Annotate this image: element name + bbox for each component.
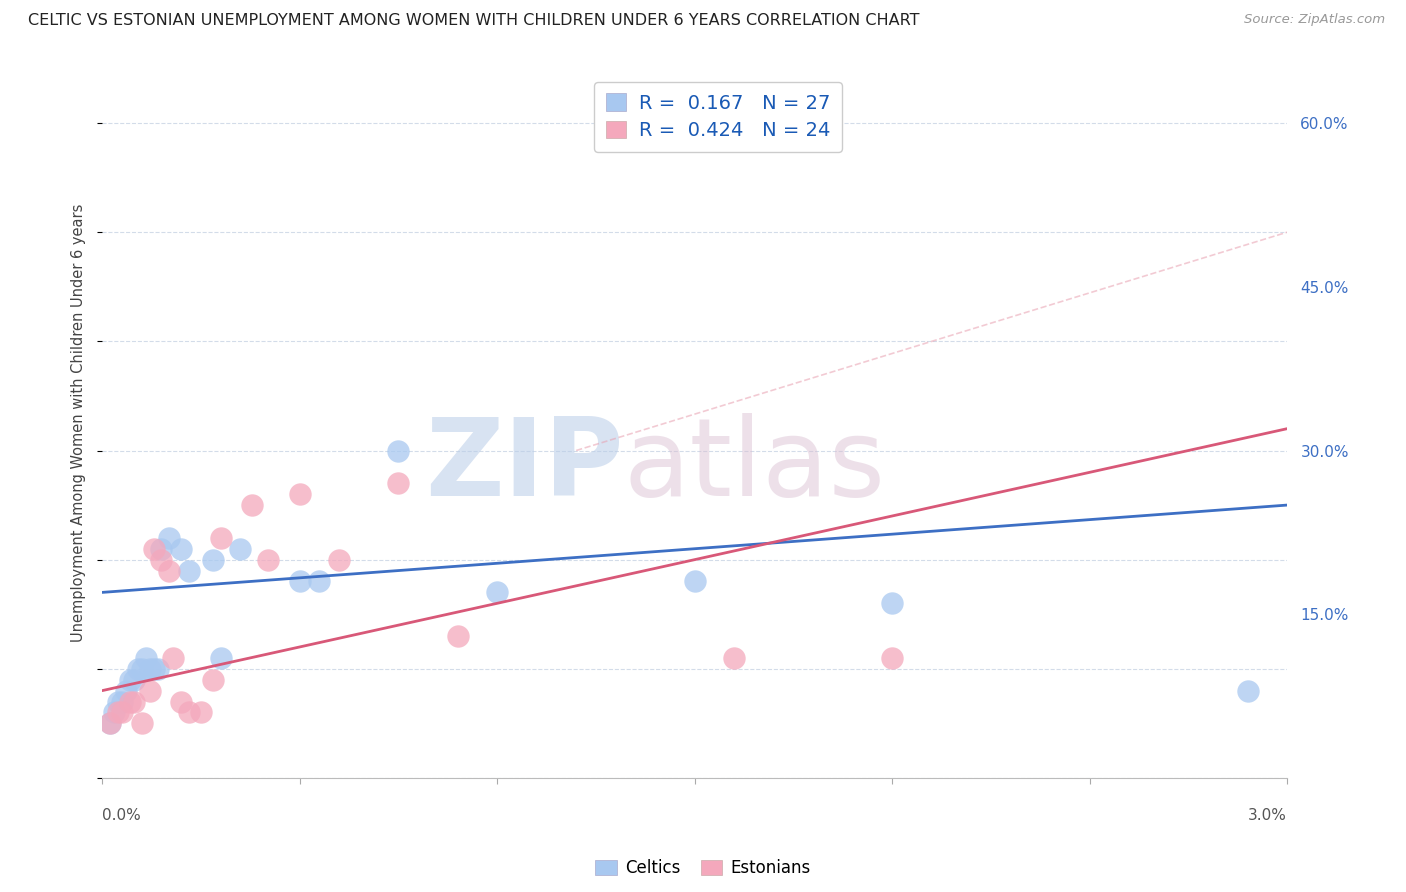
Y-axis label: Unemployment Among Women with Children Under 6 years: Unemployment Among Women with Children U… [72, 204, 86, 642]
Point [103, 706, 125, 720]
Text: 3.0%: 3.0% [1249, 808, 1286, 823]
Point [209, 651, 232, 665]
Point [115, 683, 138, 698]
Point [118, 673, 141, 687]
Point [288, 574, 311, 589]
Point [131, 662, 153, 676]
Point [447, 629, 470, 643]
Point [122, 694, 145, 708]
Point [177, 564, 200, 578]
Point [157, 531, 180, 545]
Point [118, 694, 141, 708]
Point [308, 574, 330, 589]
Point [150, 552, 173, 566]
Point [107, 694, 129, 708]
Point [387, 476, 409, 491]
Point [201, 552, 224, 566]
Point [138, 683, 160, 698]
Point [127, 662, 149, 676]
Point [98, 716, 121, 731]
Point [257, 552, 280, 566]
Point [138, 662, 160, 676]
Point [486, 585, 509, 599]
Point [882, 596, 904, 610]
Point [135, 651, 157, 665]
Point [201, 673, 224, 687]
Point [111, 706, 134, 720]
Point [209, 531, 232, 545]
Point [170, 541, 193, 556]
Point [98, 716, 121, 731]
Point [387, 443, 409, 458]
Text: 0.0%: 0.0% [103, 808, 141, 823]
Point [190, 706, 212, 720]
Point [723, 651, 745, 665]
Point [1236, 683, 1258, 698]
Point [288, 487, 311, 501]
Text: CELTIC VS ESTONIAN UNEMPLOYMENT AMONG WOMEN WITH CHILDREN UNDER 6 YEARS CORRELAT: CELTIC VS ESTONIAN UNEMPLOYMENT AMONG WO… [28, 13, 920, 29]
Point [122, 673, 145, 687]
Text: atlas: atlas [624, 413, 886, 519]
Point [131, 716, 153, 731]
Point [240, 498, 263, 512]
Point [107, 706, 129, 720]
Point [328, 552, 350, 566]
Point [111, 694, 134, 708]
Point [150, 541, 173, 556]
Point [229, 541, 252, 556]
Point [162, 651, 184, 665]
Point [683, 574, 706, 589]
Point [142, 662, 165, 676]
Point [177, 706, 200, 720]
Text: ZIP: ZIP [425, 413, 624, 519]
Point [882, 651, 904, 665]
Point [170, 694, 193, 708]
Point [146, 662, 169, 676]
Point [157, 564, 180, 578]
Text: Source: ZipAtlas.com: Source: ZipAtlas.com [1244, 13, 1385, 27]
Legend: Celtics, Estonians: Celtics, Estonians [589, 853, 817, 884]
Legend: R =  0.167   N = 27, R =  0.424   N = 24: R = 0.167 N = 27, R = 0.424 N = 24 [595, 82, 842, 152]
Point [142, 541, 165, 556]
